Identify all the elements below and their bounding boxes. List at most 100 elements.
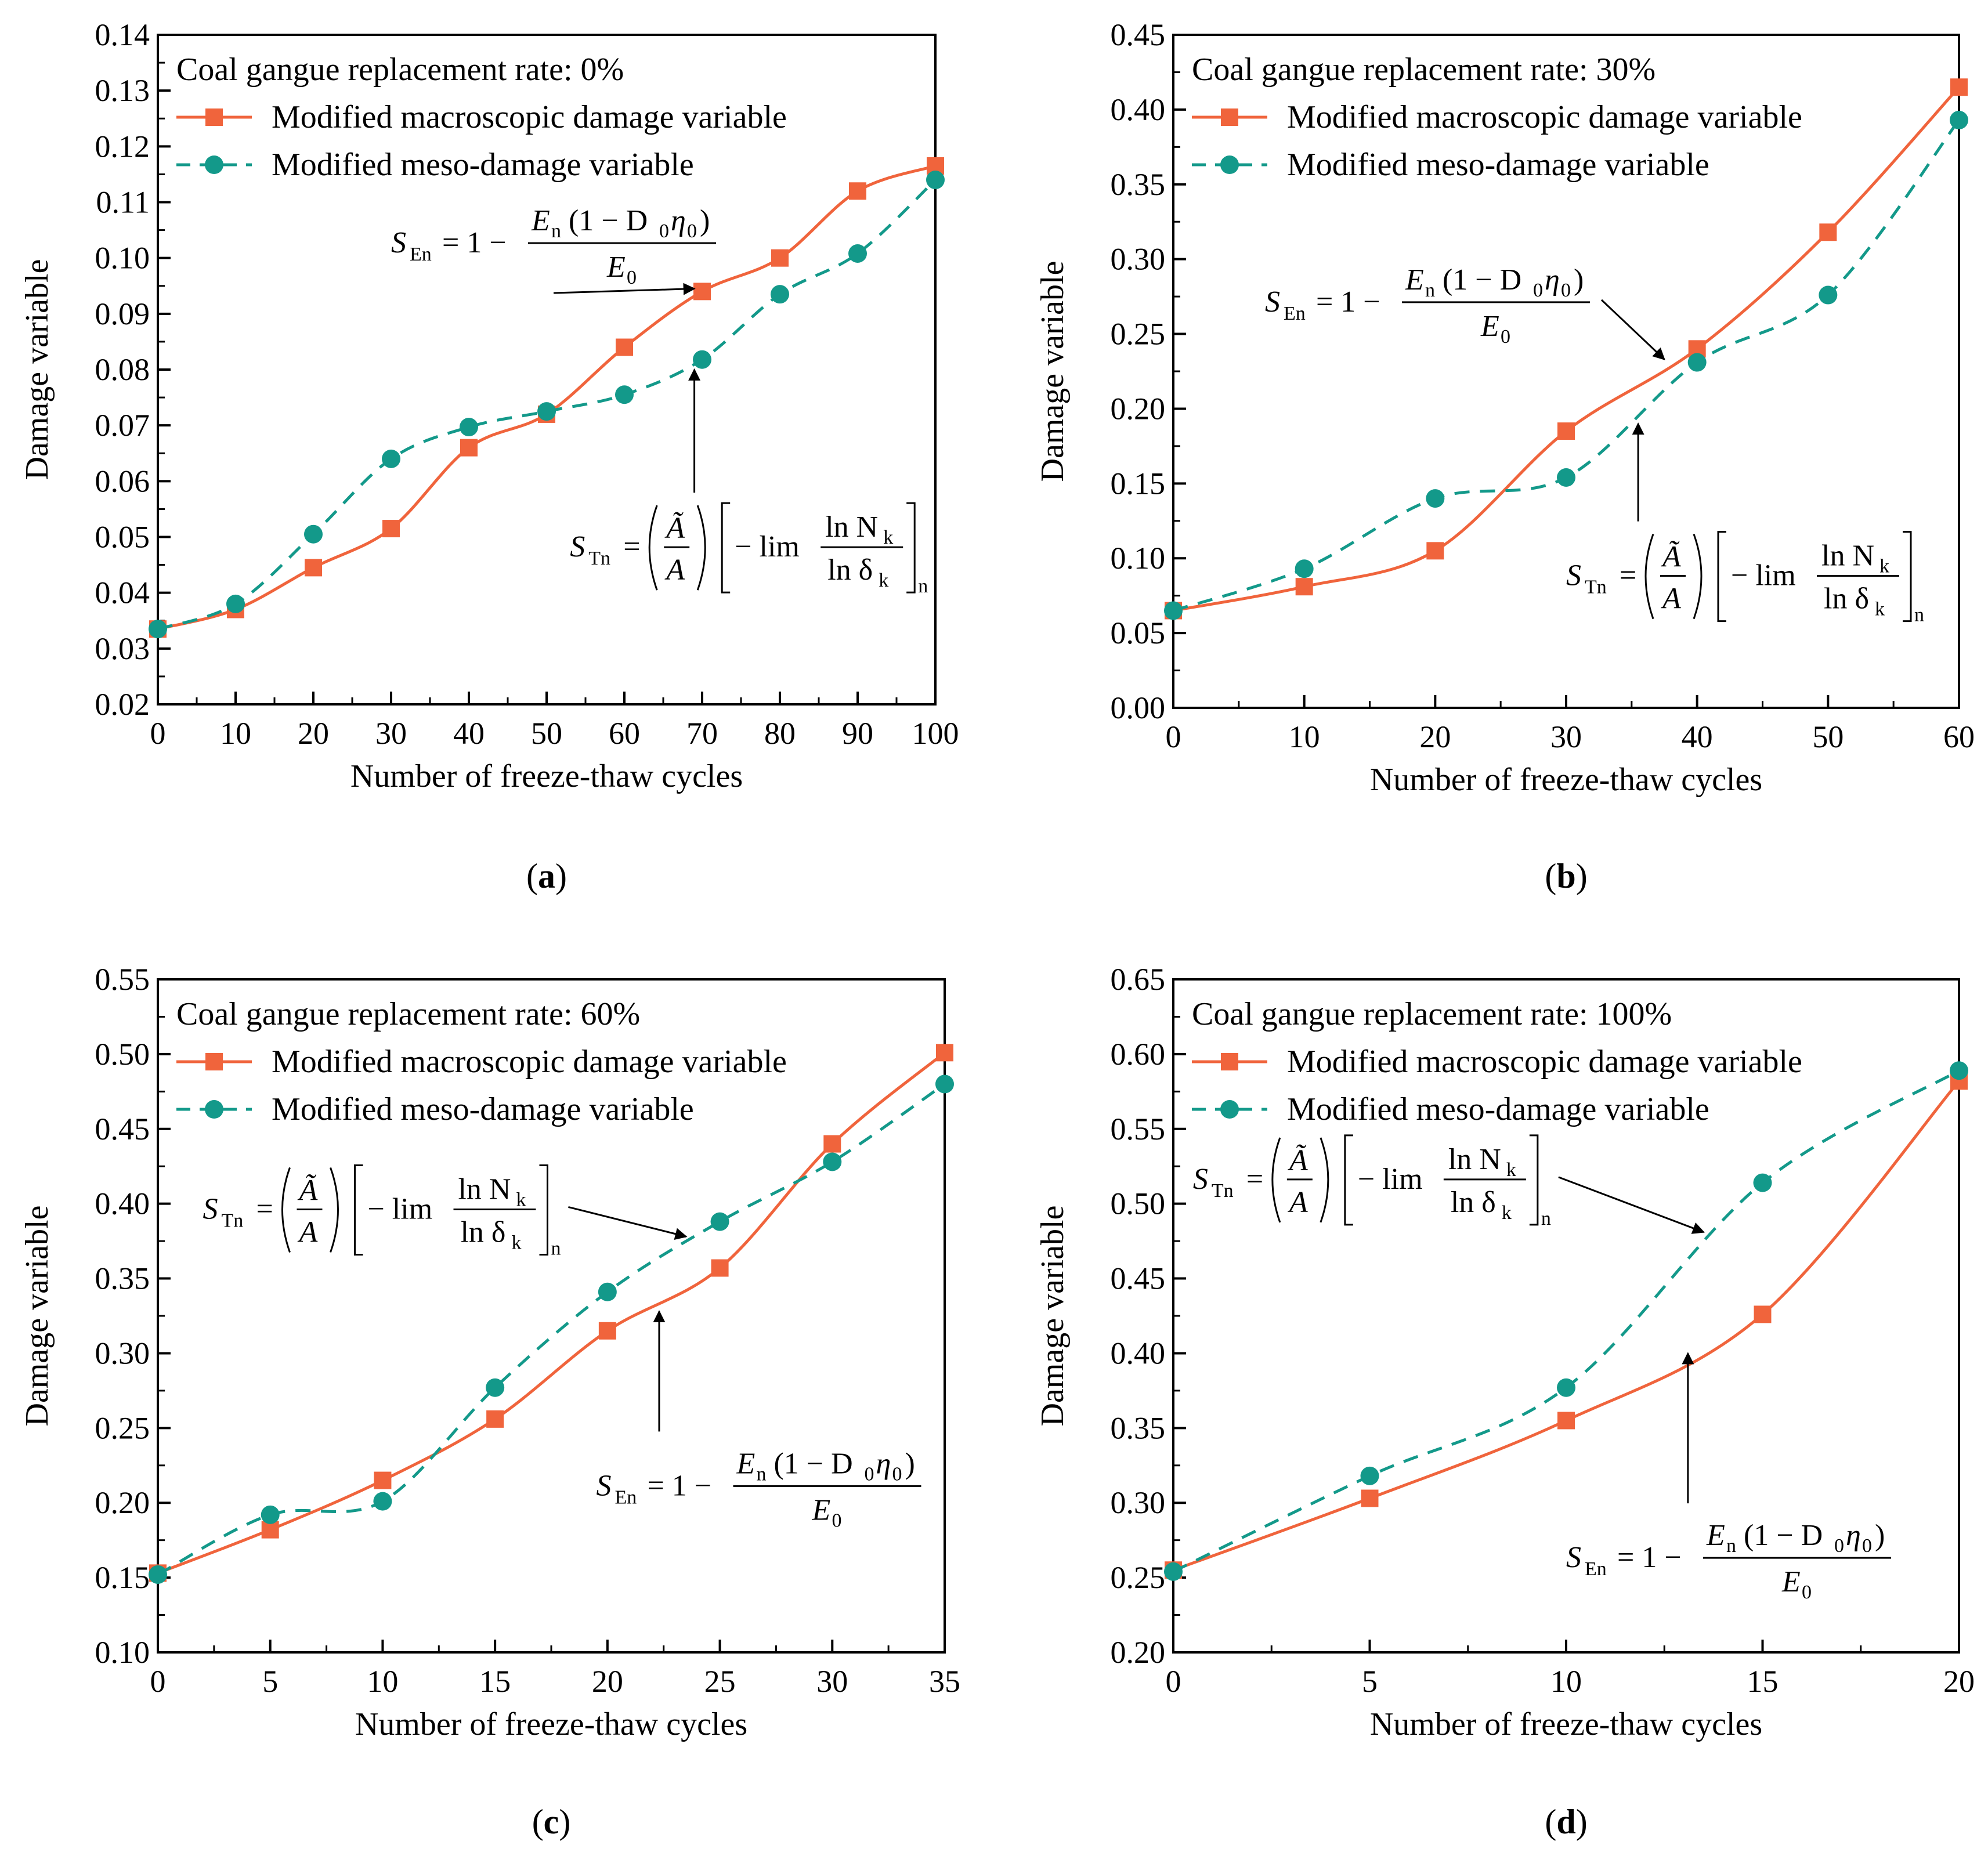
- x-tick-label: 0: [150, 1664, 166, 1699]
- series-meso: [149, 171, 945, 639]
- y-tick-label: 0.45: [1111, 17, 1166, 52]
- eq-lhs: S: [570, 530, 585, 563]
- x-axis-title: Number of freeze-thaw cycles: [350, 758, 743, 794]
- eq-den-e: E: [811, 1493, 830, 1526]
- data-point-meso: [373, 1492, 392, 1511]
- eq-lhs-sub: Tn: [588, 548, 610, 569]
- eq-num-close: ): [700, 204, 710, 237]
- legend-label-meso: Modified meso-damage variable: [272, 1091, 694, 1127]
- data-point-macro: [849, 182, 866, 200]
- y-tick-label: 0.12: [95, 129, 150, 164]
- y-axis-title: Damage variable: [19, 259, 55, 480]
- eq-num-tail: η: [1846, 1519, 1861, 1552]
- legend-title: Coal gangue replacement rate: 0%: [176, 52, 624, 88]
- x-tick-label: 80: [764, 716, 796, 751]
- eq-ln-n: ln N: [1448, 1143, 1501, 1176]
- eq-ln-n: ln N: [825, 511, 878, 544]
- eq-right-paren: [1693, 534, 1703, 620]
- y-tick-label: 0.35: [95, 1261, 150, 1296]
- x-tick-label: 15: [1747, 1664, 1779, 1699]
- x-tick-label: 40: [453, 716, 485, 751]
- series-macro: [1165, 1072, 1968, 1579]
- eq-minus-lim: − lim: [1358, 1163, 1423, 1196]
- data-point-meso: [848, 244, 867, 263]
- eq-lhs-sub: Tn: [1212, 1180, 1234, 1202]
- legend-label-meso: Modified meso-damage variable: [272, 147, 694, 183]
- eq-lhs-sub: En: [1585, 1558, 1607, 1580]
- panel-b: 0 10 20 30 40 50 60 Number of freeze-thaw cycle…: [1035, 17, 1975, 895]
- eq-outer-sub: n: [1914, 605, 1924, 626]
- legend: Coal gangue replacement rate: 0% Modified…: [176, 52, 787, 183]
- x-tick-label: 15: [479, 1664, 511, 1699]
- eq-minus-lim: − lim: [367, 1192, 432, 1225]
- y-tick-label: 0.25: [1111, 317, 1166, 352]
- legend-marker-meso: [1220, 155, 1239, 174]
- x-tick-label: 35: [929, 1664, 960, 1699]
- eq-den-e: E: [1781, 1565, 1801, 1598]
- x-tick-label: 90: [842, 716, 873, 751]
- eq-a-tilde: Ã: [1288, 1144, 1308, 1177]
- eq-rhs-prefix: = 1 −: [647, 1469, 711, 1502]
- legend-label-meso: Modified meso-damage variable: [1287, 1091, 1709, 1127]
- legend-title: Coal gangue replacement rate: 100%: [1192, 996, 1672, 1032]
- data-point-macro: [616, 338, 633, 356]
- y-tick-label: 0.50: [95, 1037, 150, 1072]
- y-tick-label: 0.07: [95, 408, 150, 443]
- x-axis: 0 5 10 15 20 Number of freeze-thaw cycles: [1166, 1640, 1975, 1742]
- data-point-meso: [935, 1075, 954, 1094]
- eq-ln-n-sub: k: [516, 1189, 526, 1210]
- data-point-macro: [771, 249, 789, 267]
- data-point-meso: [1295, 559, 1314, 578]
- eq-rhs-prefix: =: [623, 530, 640, 563]
- y-tick-label: 0.35: [1111, 167, 1166, 202]
- eq-num-rest: (1 − D: [569, 204, 648, 237]
- legend-label-macro: Modified macroscopic damage variable: [1287, 99, 1802, 135]
- eq-num-e-sub: n: [1425, 280, 1435, 301]
- data-point-macro: [1950, 78, 1968, 96]
- eq-ln-delta: ln δ: [827, 553, 873, 587]
- eq-ln-n: ln N: [458, 1173, 511, 1206]
- annotation-arrow: [1558, 1176, 1705, 1234]
- panel-letter: c: [544, 1803, 559, 1841]
- panel-letter: d: [1556, 1803, 1575, 1841]
- eq-den-e-sub: 0: [1802, 1582, 1812, 1603]
- panel-label: (b): [1545, 857, 1587, 895]
- series-line-meso: [157, 179, 937, 631]
- eq-rhs-prefix: =: [1246, 1163, 1263, 1196]
- eq-outer-sub: n: [1541, 1208, 1551, 1229]
- data-point-macro: [936, 1044, 953, 1062]
- y-tick-label: 0.20: [1111, 1635, 1166, 1670]
- x-tick-label: 10: [367, 1664, 398, 1699]
- x-tick-label: 5: [262, 1664, 278, 1699]
- eq-lhs-sub: En: [1284, 303, 1306, 324]
- data-point-meso: [460, 418, 478, 437]
- annotation-arrow: [568, 1206, 688, 1240]
- eq-lhs-sub: Tn: [1585, 577, 1607, 598]
- data-point-meso: [710, 1212, 729, 1231]
- panel-label: (d): [1545, 1803, 1587, 1841]
- eq-num-e: E: [1706, 1519, 1725, 1552]
- eq-num-e-sub: n: [551, 220, 561, 242]
- x-axis-title: Number of freeze-thaw cycles: [355, 1706, 747, 1742]
- eq-left-paren: [1271, 1137, 1281, 1223]
- eq-num-close: ): [1574, 263, 1584, 296]
- data-point-macro: [374, 1471, 392, 1489]
- x-axis: 0 10 20 30 40 50 60 Number of freeze-thaw cycle…: [1166, 695, 1975, 798]
- y-tick-label: 0.45: [1111, 1261, 1166, 1296]
- data-point-macro: [1295, 578, 1313, 596]
- eq-rhs-prefix: = 1 −: [1617, 1541, 1682, 1574]
- eq-right-bracket: [1903, 531, 1912, 623]
- data-point-macro: [1557, 422, 1575, 440]
- eq-left-bracket: [721, 502, 731, 594]
- data-point-macro: [1754, 1305, 1772, 1323]
- series-line-meso: [1173, 119, 1961, 612]
- data-point-macro: [598, 1322, 616, 1340]
- y-axis: 0.00 0.05 0.10 0.15 0.20 0.25 0.30 0.35 0.40 0.45…: [1035, 17, 1186, 725]
- panel-a: 0 10 20 30 40 50 60 70 80 90 100 Number of freeze-t…: [19, 17, 959, 895]
- legend-marker-macro: [205, 1053, 223, 1070]
- x-tick-label: 0: [1166, 719, 1181, 754]
- y-tick-label: 0.10: [1111, 541, 1166, 576]
- eq-den-e-sub: 0: [1501, 326, 1510, 348]
